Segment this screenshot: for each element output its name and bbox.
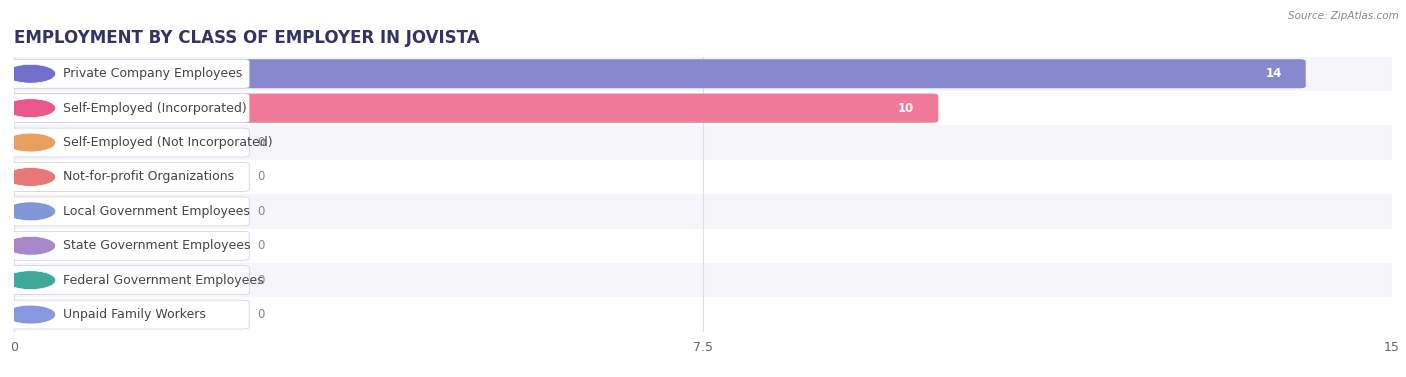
FancyBboxPatch shape bbox=[8, 197, 249, 226]
Bar bbox=[14, 228, 1392, 263]
FancyBboxPatch shape bbox=[8, 59, 1306, 88]
Text: Self-Employed (Not Incorporated): Self-Employed (Not Incorporated) bbox=[63, 136, 273, 149]
FancyBboxPatch shape bbox=[8, 128, 249, 157]
FancyBboxPatch shape bbox=[8, 300, 249, 329]
Bar bbox=[14, 263, 1392, 297]
Text: Local Government Employees: Local Government Employees bbox=[63, 205, 250, 218]
Circle shape bbox=[6, 236, 56, 255]
FancyBboxPatch shape bbox=[8, 266, 249, 294]
FancyBboxPatch shape bbox=[8, 94, 938, 123]
FancyBboxPatch shape bbox=[8, 94, 249, 123]
Text: Federal Government Employees: Federal Government Employees bbox=[63, 274, 264, 287]
Circle shape bbox=[6, 64, 56, 83]
Circle shape bbox=[6, 167, 56, 186]
Circle shape bbox=[6, 99, 56, 118]
FancyBboxPatch shape bbox=[8, 231, 249, 260]
FancyBboxPatch shape bbox=[8, 59, 1306, 88]
Circle shape bbox=[6, 271, 56, 290]
FancyBboxPatch shape bbox=[8, 197, 249, 226]
Text: Unpaid Family Workers: Unpaid Family Workers bbox=[63, 308, 205, 321]
Circle shape bbox=[6, 202, 56, 221]
Bar bbox=[14, 160, 1392, 194]
Text: 0: 0 bbox=[257, 170, 264, 184]
Text: 0: 0 bbox=[257, 239, 264, 252]
Circle shape bbox=[6, 305, 56, 324]
FancyBboxPatch shape bbox=[8, 94, 938, 123]
Bar bbox=[14, 57, 1392, 91]
Text: Self-Employed (Incorporated): Self-Employed (Incorporated) bbox=[63, 102, 247, 115]
Bar bbox=[14, 297, 1392, 332]
Text: 14: 14 bbox=[1265, 67, 1282, 80]
FancyBboxPatch shape bbox=[8, 59, 249, 88]
Text: 0: 0 bbox=[257, 274, 264, 287]
FancyBboxPatch shape bbox=[8, 162, 249, 192]
Text: 0: 0 bbox=[257, 308, 264, 321]
Bar bbox=[14, 126, 1392, 160]
FancyBboxPatch shape bbox=[8, 300, 249, 329]
Text: State Government Employees: State Government Employees bbox=[63, 239, 250, 252]
Text: Source: ZipAtlas.com: Source: ZipAtlas.com bbox=[1288, 11, 1399, 21]
Text: 0: 0 bbox=[257, 205, 264, 218]
FancyBboxPatch shape bbox=[8, 128, 249, 157]
Text: Not-for-profit Organizations: Not-for-profit Organizations bbox=[63, 170, 235, 184]
Text: 10: 10 bbox=[898, 102, 914, 115]
Circle shape bbox=[6, 133, 56, 152]
Bar bbox=[14, 91, 1392, 126]
Bar bbox=[14, 194, 1392, 228]
FancyBboxPatch shape bbox=[8, 162, 249, 192]
FancyBboxPatch shape bbox=[8, 231, 249, 260]
Text: 0: 0 bbox=[257, 136, 264, 149]
Text: Private Company Employees: Private Company Employees bbox=[63, 67, 242, 80]
Text: EMPLOYMENT BY CLASS OF EMPLOYER IN JOVISTA: EMPLOYMENT BY CLASS OF EMPLOYER IN JOVIS… bbox=[14, 29, 479, 47]
FancyBboxPatch shape bbox=[8, 266, 249, 294]
